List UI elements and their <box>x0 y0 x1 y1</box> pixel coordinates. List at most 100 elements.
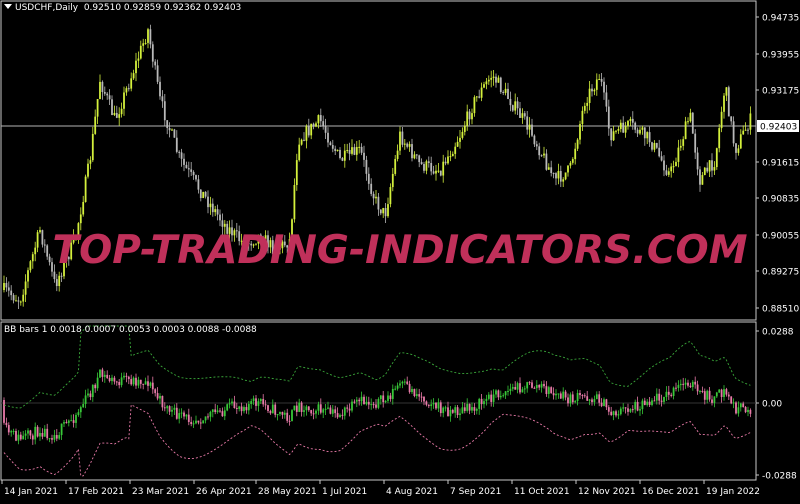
indicator-bar <box>495 390 497 395</box>
time-tick-label: 23 Mar 2021 <box>132 487 189 497</box>
candle-body <box>653 143 656 150</box>
lower-band-line <box>3 404 751 477</box>
time-tick-label: 19 Jan 2022 <box>706 487 760 497</box>
indicator-bar <box>46 428 49 439</box>
indicator-bar <box>682 383 685 385</box>
indicator-bar <box>331 409 334 414</box>
candle-body <box>151 44 154 62</box>
candle-body <box>291 219 293 239</box>
indicator-bar <box>67 420 70 423</box>
candle-body <box>303 139 305 141</box>
candle-body <box>331 145 334 149</box>
indicator-bar <box>163 407 166 409</box>
candle-body <box>523 113 526 117</box>
indicator-bar <box>732 402 735 404</box>
candle-body <box>679 145 682 148</box>
candle-body <box>495 76 497 83</box>
candle-body <box>101 81 104 93</box>
indicator-bar <box>264 404 267 406</box>
candle-body <box>605 92 608 107</box>
candle-body <box>3 283 5 290</box>
candle-body <box>730 116 733 122</box>
indicator-bar <box>699 390 701 392</box>
candle-body <box>288 238 291 248</box>
indicator-bar <box>149 382 152 386</box>
candle-body <box>190 169 193 172</box>
candle-body <box>646 132 649 139</box>
candle-body <box>641 127 644 130</box>
candle-body <box>634 122 637 130</box>
indicator-bar <box>168 406 171 412</box>
indicator-bar <box>406 381 409 384</box>
candle-body <box>478 96 481 98</box>
indicator-bar <box>178 413 181 419</box>
candle-body <box>298 144 301 161</box>
candle-body <box>550 167 553 173</box>
candle-body <box>720 111 723 129</box>
indicator-label: BB bars 1 0.0018 0.0007 0.0053 0.0003 0.… <box>4 325 257 335</box>
indicator-bar <box>12 430 15 432</box>
indicator-bar <box>310 410 313 414</box>
candle-body <box>610 128 613 141</box>
candle-body <box>382 208 385 214</box>
indicator-bar <box>552 393 555 396</box>
candle-body <box>435 170 437 174</box>
candle-body <box>161 96 164 102</box>
candle-body <box>655 143 658 148</box>
indicator-bar <box>670 394 673 396</box>
candle-body <box>595 79 598 90</box>
candle-body <box>163 101 166 121</box>
candle-body <box>346 150 349 152</box>
candle-body <box>75 236 77 238</box>
indicator-bar <box>137 379 140 386</box>
indicator-bar <box>715 392 718 397</box>
indicator-bar <box>187 414 190 422</box>
indicator-bar <box>315 410 317 414</box>
candle-body <box>115 112 118 118</box>
indicator-bar <box>603 399 605 407</box>
candle-body <box>226 223 229 234</box>
indicator-bar <box>113 377 116 382</box>
candle-body <box>408 144 411 147</box>
candle-body <box>749 113 752 130</box>
indicator-bar <box>31 435 34 440</box>
candle-body <box>336 149 339 152</box>
indicator-bar <box>528 382 531 384</box>
candle-body <box>677 147 680 162</box>
candle-body <box>735 143 737 153</box>
indicator-bar <box>17 434 20 441</box>
indicator-bar <box>456 407 459 415</box>
candle-body <box>22 294 25 302</box>
candle-body <box>667 171 670 175</box>
indicator-bar <box>411 388 413 393</box>
candle-body <box>274 253 277 255</box>
indicator-bar <box>487 394 490 399</box>
candle-body <box>567 165 569 173</box>
candle-body <box>334 148 337 152</box>
candle-body <box>343 150 346 161</box>
time-tick-label: 17 Feb 2021 <box>68 487 124 497</box>
indicator-bar <box>142 383 145 385</box>
candle-body <box>142 43 145 46</box>
candle-body <box>538 146 541 156</box>
candle-body <box>262 241 265 245</box>
candle-body <box>187 168 190 170</box>
candle-body <box>528 124 531 130</box>
indicator-bar <box>151 382 154 390</box>
candle-body <box>175 137 178 152</box>
candle-body <box>238 231 241 242</box>
candle-body <box>588 88 591 103</box>
indicator-bar <box>135 377 137 386</box>
time-tick-label: 16 Dec 2021 <box>642 487 700 497</box>
dropdown-triangle-icon[interactable] <box>4 4 12 9</box>
indicator-bar <box>533 387 536 389</box>
candle-body <box>559 171 562 182</box>
candle-body <box>545 153 548 170</box>
indicator-bar <box>737 407 740 414</box>
indicator-bar <box>322 409 325 413</box>
indicator-bar <box>543 383 545 387</box>
indicator-bar <box>403 381 406 383</box>
candle-body <box>636 129 639 134</box>
